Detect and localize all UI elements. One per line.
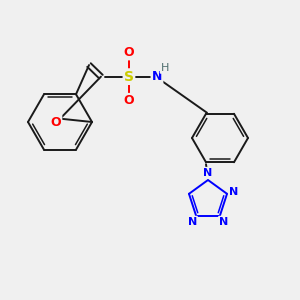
Text: N: N [152,70,162,83]
Text: O: O [124,46,134,59]
Text: N: N [219,217,229,227]
Text: H: H [161,63,169,73]
Text: N: N [188,217,197,227]
Text: O: O [124,94,134,107]
Text: N: N [203,168,213,178]
Text: S: S [124,70,134,84]
Text: N: N [229,187,238,197]
Text: O: O [50,116,61,128]
